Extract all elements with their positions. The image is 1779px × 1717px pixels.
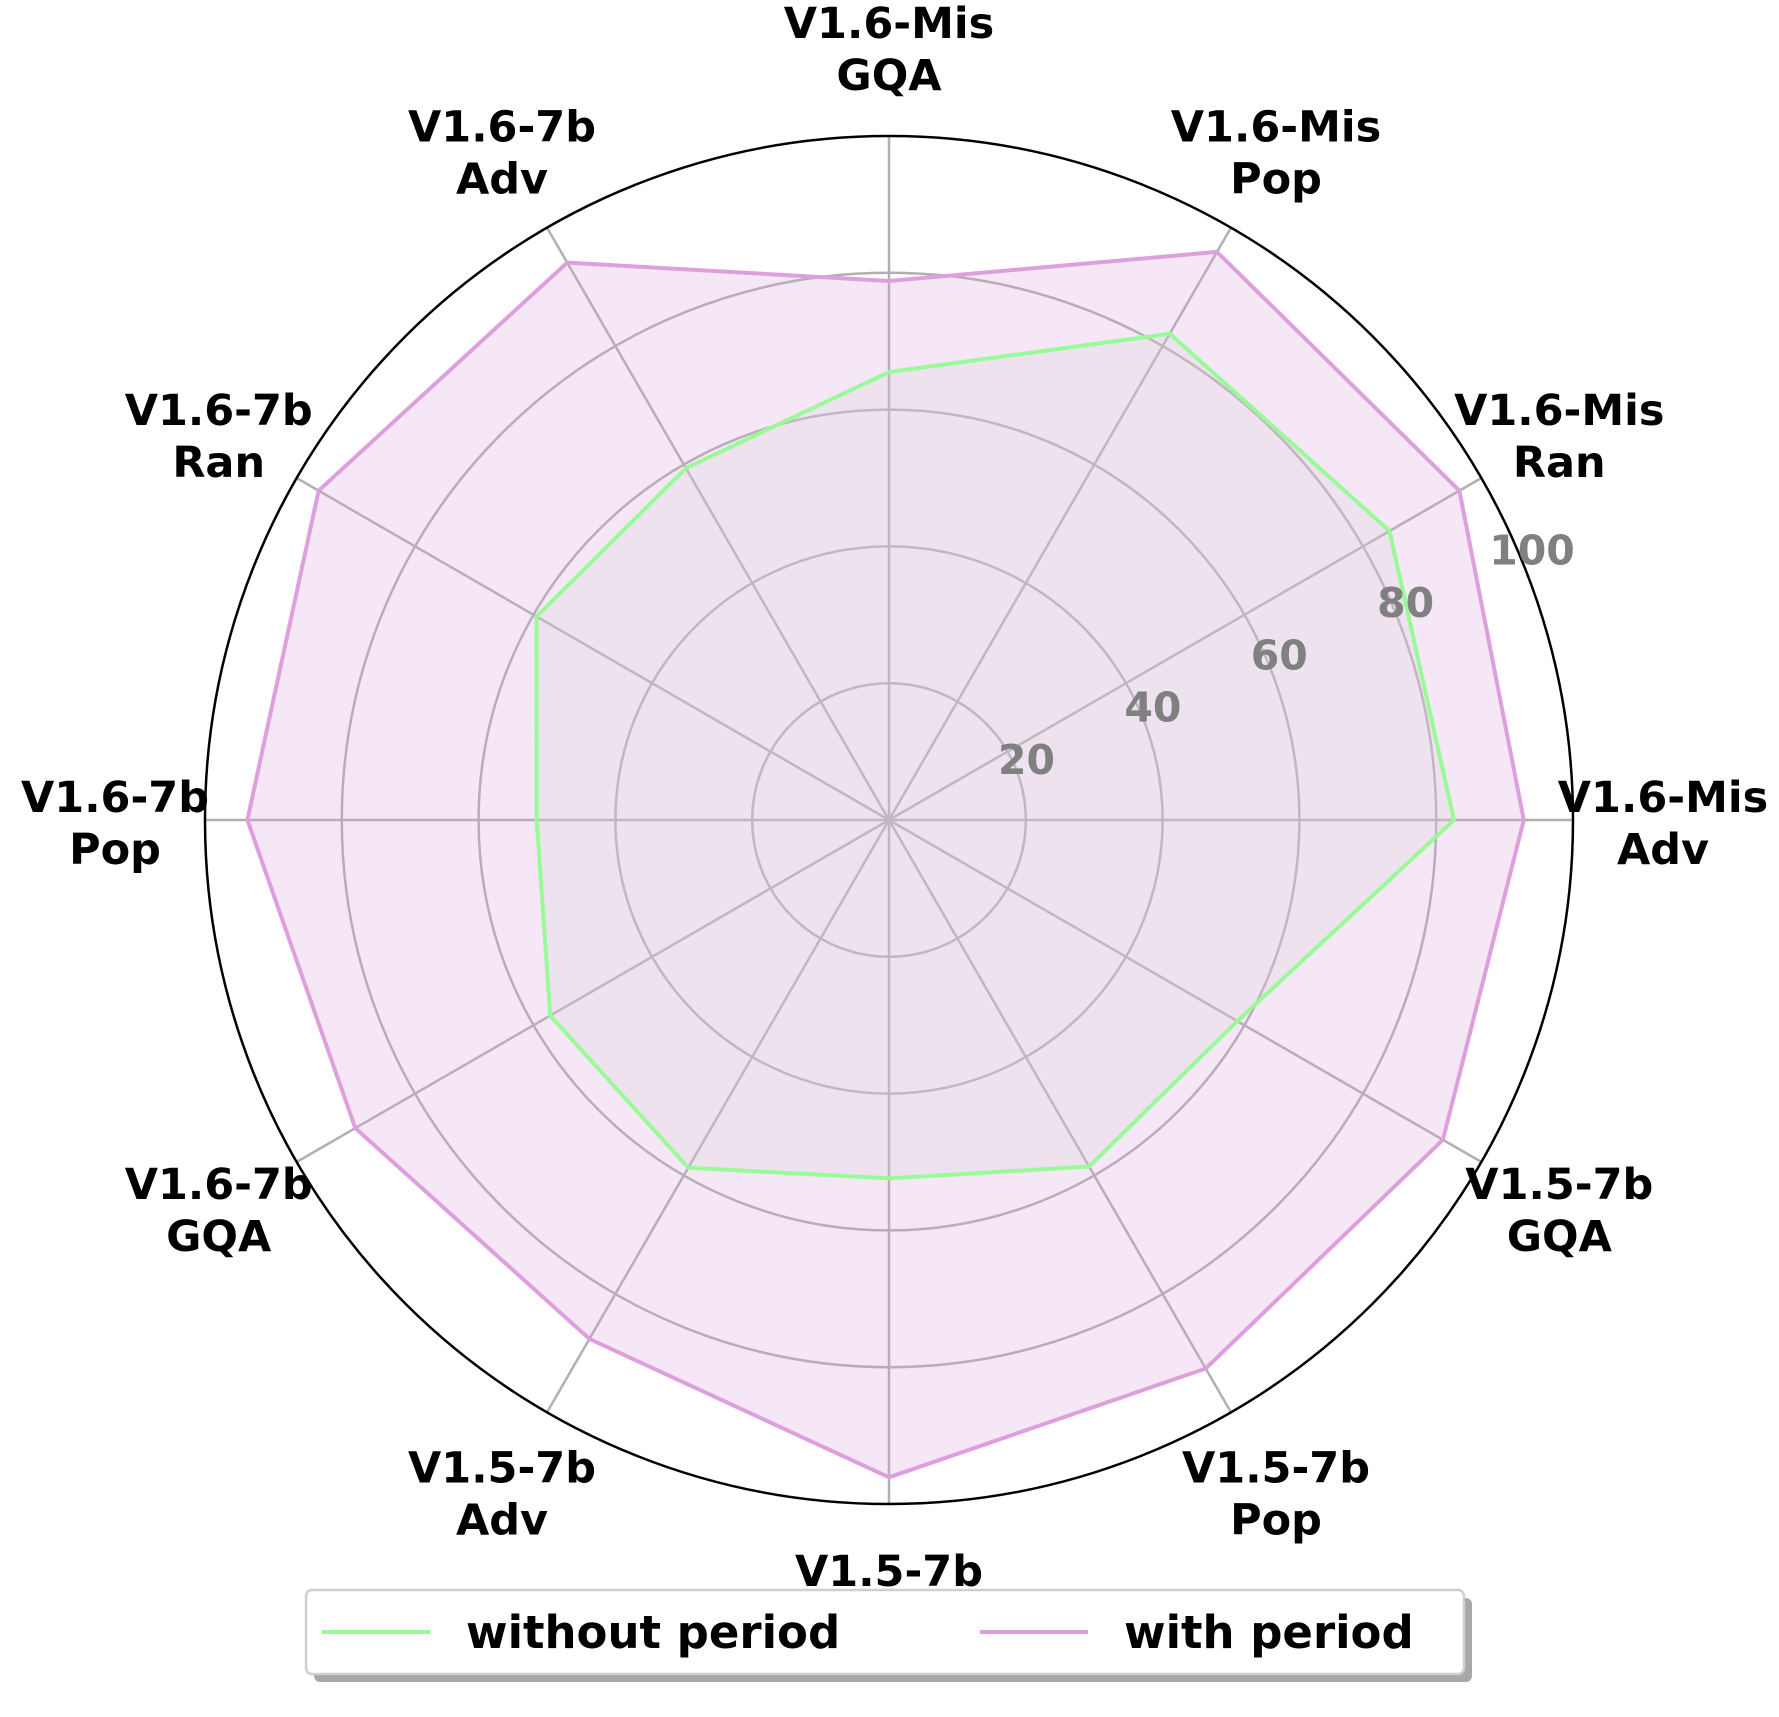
category-label-line2: GQA [836, 51, 942, 101]
legend-entry-with-period: with period [980, 1606, 1414, 1659]
category-label-line1: V1.6-Mis [784, 0, 994, 49]
category-label-line2: Adv [1617, 825, 1709, 875]
spoke-5 [296, 476, 890, 822]
category-label-line1: V1.5-7b [1182, 1443, 1370, 1493]
spoke-4 [545, 227, 891, 821]
tick-layer: 20 40 60 80 100 [998, 527, 1575, 784]
category-label-line1: V1.6-7b [21, 773, 209, 823]
legend-entry-without-period: without period [322, 1606, 840, 1659]
category-label-line2: Adv [456, 1495, 548, 1545]
series-line-with-period [245, 249, 1526, 1480]
spoke-2 [887, 227, 1233, 821]
category-label-line1: V1.5-7b [795, 1547, 983, 1597]
spoke-8 [545, 819, 891, 1413]
legend-box [304, 1588, 1466, 1676]
category-label-line1: V1.6-7b [408, 103, 596, 153]
category-label-line2: Pop [1230, 155, 1322, 205]
series-layer [245, 249, 1526, 1480]
series-area-without-period [536, 333, 1454, 1179]
tick-label-60: 60 [1251, 631, 1308, 679]
category-label-line2: GQA [1507, 1212, 1613, 1262]
category-label-line2: Adv [456, 155, 548, 205]
tick-label-100: 100 [1489, 527, 1575, 575]
legend: without period with period [304, 1588, 1472, 1682]
spoke-1 [888, 476, 1482, 822]
category-label-line1: V1.6-7b [125, 386, 313, 436]
tick-label-80: 80 [1377, 579, 1434, 627]
spoke-7 [296, 818, 890, 1164]
category-label-line1: V1.6-Mis [1558, 773, 1768, 823]
category-label-line1: V1.5-7b [1465, 1160, 1653, 1210]
category-label-line1: V1.6-Mis [1454, 386, 1664, 436]
category-label-line2: Ran [172, 438, 265, 488]
spoke-11 [888, 818, 1482, 1164]
category-label-line1: V1.6-7b [125, 1160, 313, 1210]
tick-label-40: 40 [1124, 684, 1181, 732]
category-label-line1: V1.6-Mis [1171, 103, 1381, 153]
grid-ring-40 [614, 545, 1164, 1095]
category-label-line2: Pop [69, 825, 161, 875]
legend-label: without period [466, 1606, 840, 1659]
category-label-line2: Pop [1230, 1495, 1322, 1545]
legend-label: with period [1124, 1606, 1414, 1659]
category-label-line1: V1.5-7b [408, 1443, 596, 1493]
grid-ring-60 [477, 408, 1301, 1232]
grid-ring-20 [750, 681, 1028, 959]
series-area-with-period [247, 251, 1524, 1478]
grid-layer [203, 134, 1575, 1506]
tick-label-20: 20 [998, 736, 1055, 784]
outer-frame [203, 134, 1575, 1506]
category-label-line2: GQA [166, 1212, 272, 1262]
series-line-without-period [534, 331, 1456, 1181]
spoke-10 [887, 819, 1233, 1413]
grid-ring-80 [340, 271, 1438, 1369]
category-labels: V1.6-MisAdvV1.6-MisRanV1.6-MisPopV1.6-Mi… [21, 0, 1768, 1649]
category-label-line2: Ran [1513, 438, 1606, 488]
